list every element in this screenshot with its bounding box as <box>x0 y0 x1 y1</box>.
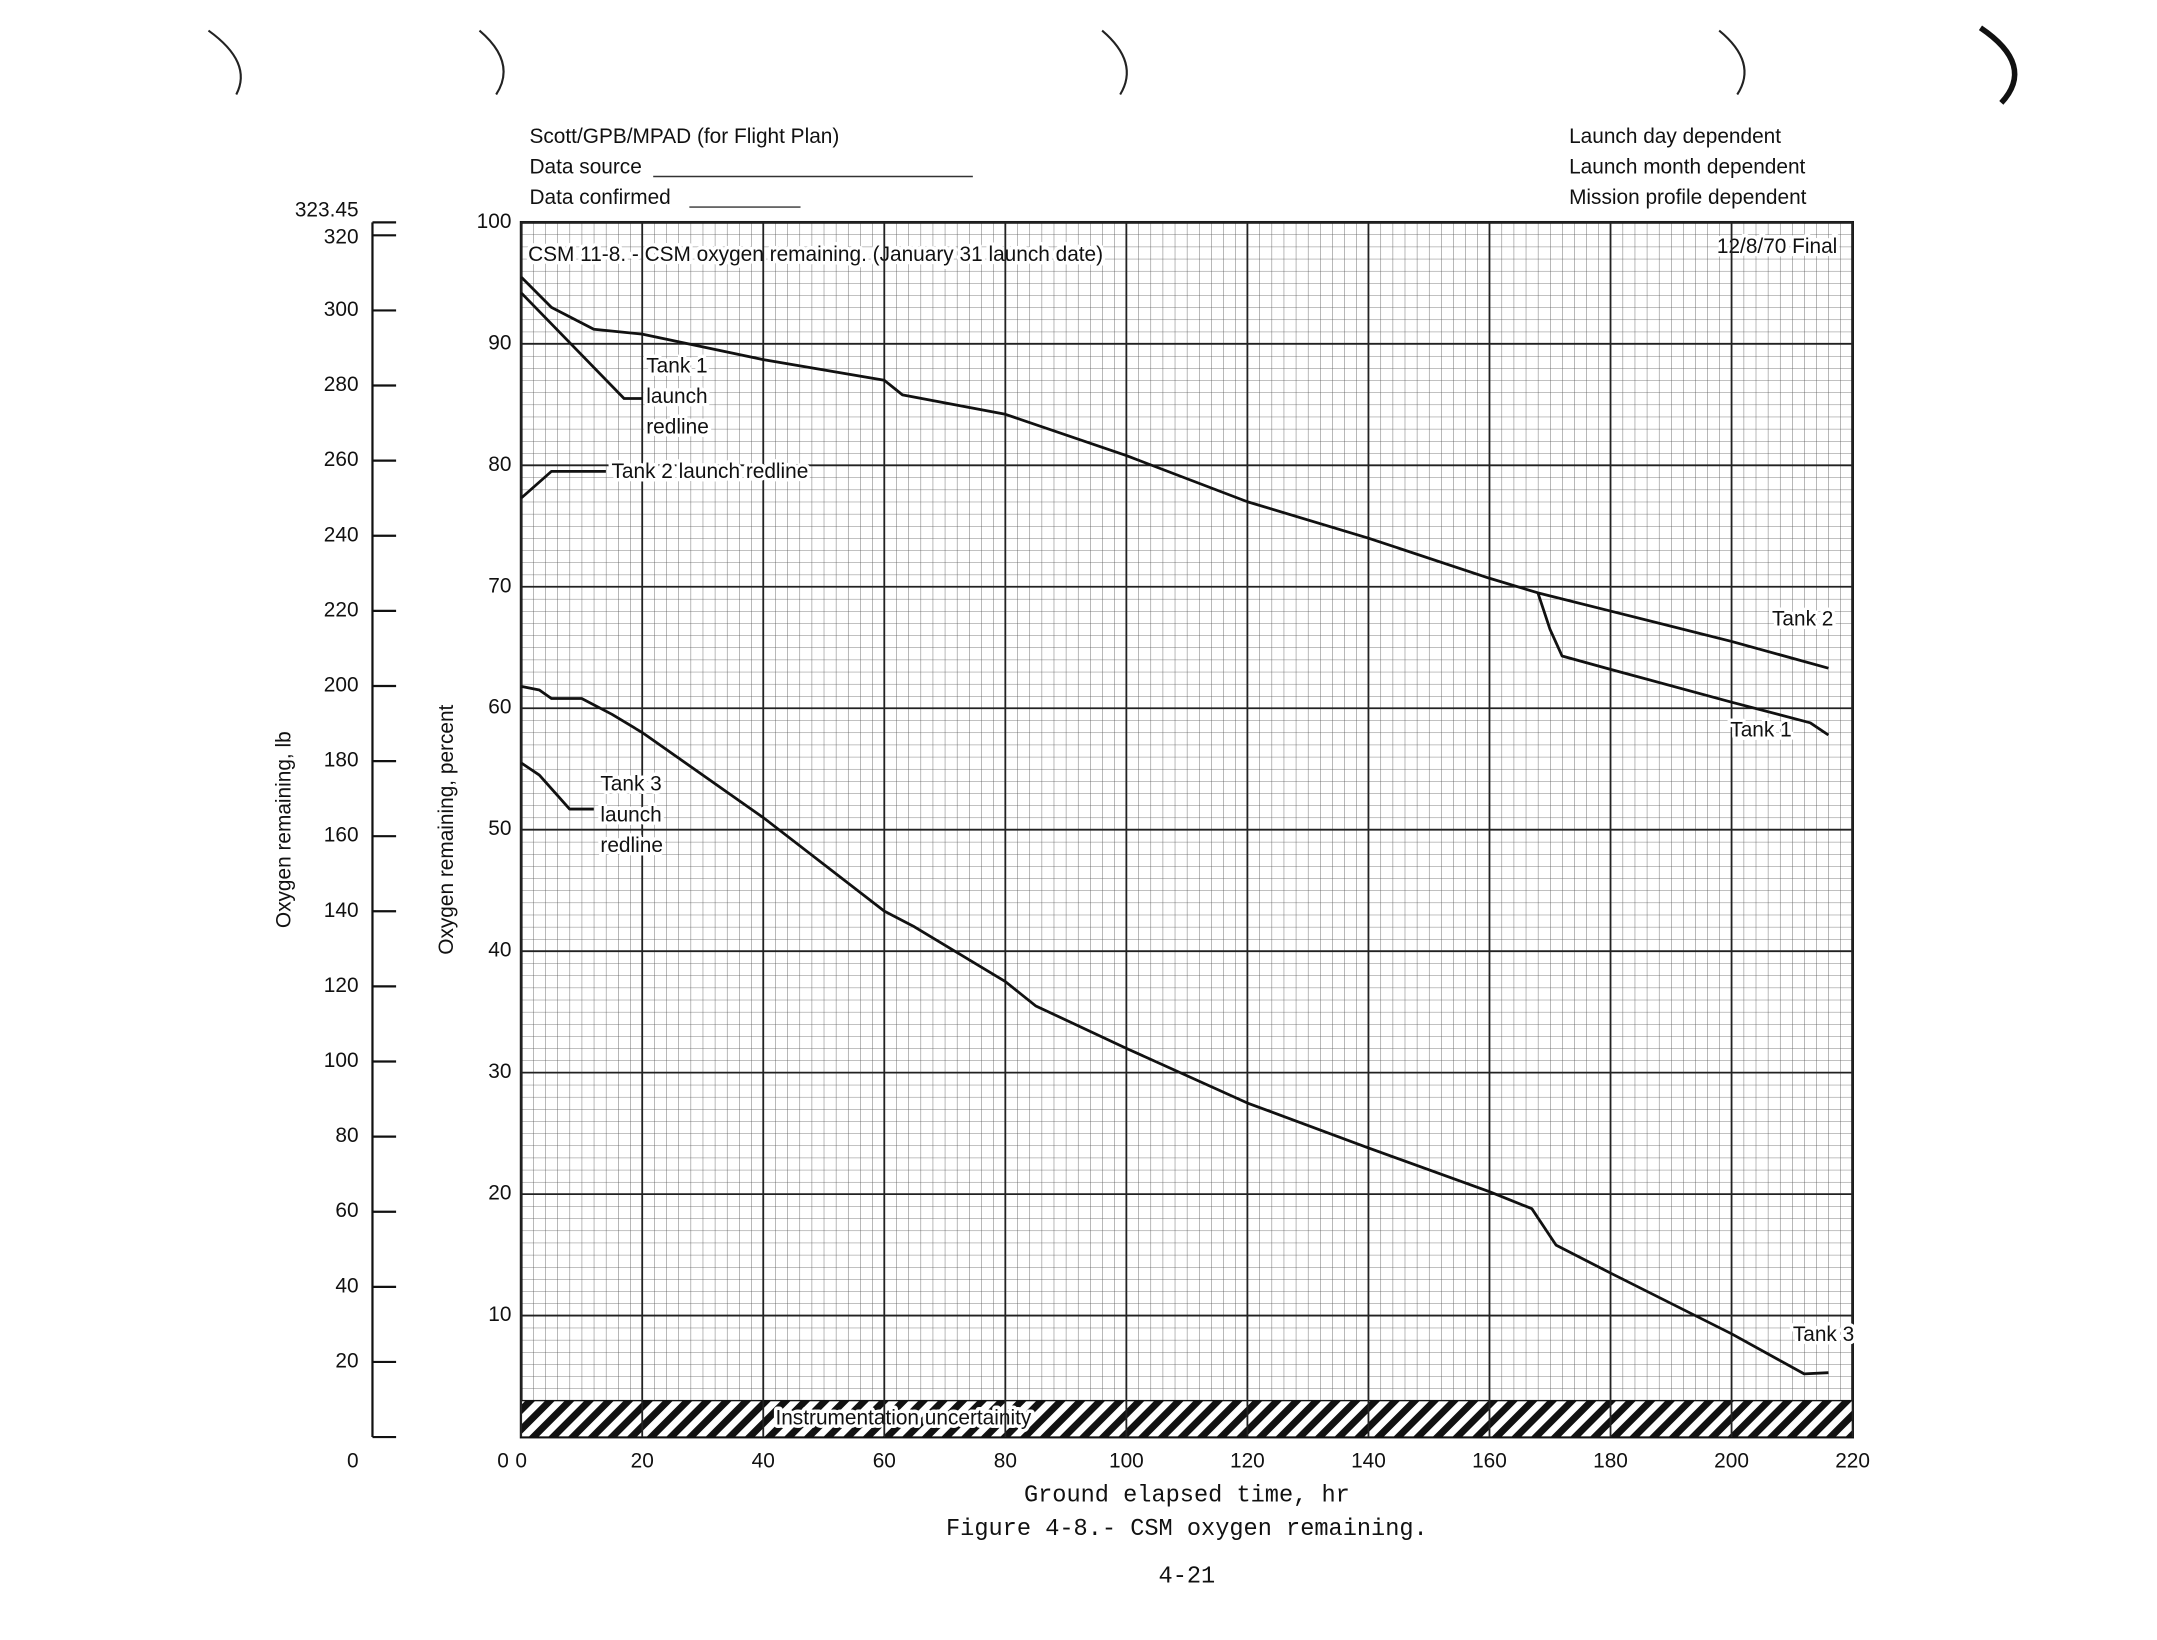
y2-tick-label: 60 <box>335 1199 358 1222</box>
x-tick-label: 120 <box>1230 1450 1265 1473</box>
x-tick-label: 200 <box>1714 1450 1749 1473</box>
series-line <box>520 761 594 811</box>
y-tick-label: 30 <box>488 1060 511 1083</box>
x-axis-label: Ground elapsed time, hr <box>1024 1483 1350 1510</box>
y-tick-label: 90 <box>488 331 511 354</box>
y-tick-label: 100 <box>477 210 512 233</box>
x-tick-label: 40 <box>752 1450 775 1473</box>
y-tick-label: 10 <box>488 1303 511 1326</box>
y2-tick-label: 20 <box>335 1349 358 1372</box>
header-left: Data confirmed <box>530 186 671 209</box>
document: CSM 11-8. - CSM oxygen remaining. (Janua… <box>207 25 2018 1590</box>
y2-tick-label: 320 <box>324 226 359 249</box>
series-line <box>520 276 1829 670</box>
redline-label: redline <box>600 834 663 857</box>
y2-tick-label: 323.45 <box>295 199 359 222</box>
y-origin-label: 0 <box>497 1450 509 1473</box>
y2-tick-label: 300 <box>324 298 359 321</box>
series-line <box>520 469 606 500</box>
y2-tick-label: 200 <box>324 673 359 696</box>
header-left: Data source <box>530 156 642 179</box>
series-line <box>520 291 643 400</box>
header-left: Scott/GPB/MPAD (for Flight Plan) <box>530 125 840 148</box>
punch-mark <box>1101 29 1128 96</box>
y2-tick-label: 100 <box>324 1049 359 1072</box>
x-tick-label: 100 <box>1109 1450 1144 1473</box>
y-tick-label: 50 <box>488 817 511 840</box>
y2-tick-label: 280 <box>324 373 359 396</box>
y-axis-label: Oxygen remaining, percent <box>435 704 458 954</box>
series-label: Tank 3 <box>1793 1323 1854 1346</box>
punch-mark <box>1978 25 2018 105</box>
punch-mark <box>1718 29 1746 96</box>
x-tick-label: 160 <box>1472 1450 1507 1473</box>
y-tick-label: 80 <box>488 453 511 476</box>
page-number: 4-21 <box>1159 1563 1216 1590</box>
header-right: Launch month dependent <box>1569 156 1805 179</box>
y2-tick-label: 80 <box>335 1124 358 1147</box>
y-tick-label: 70 <box>488 574 511 597</box>
punch-mark <box>478 29 505 96</box>
chart-title: CSM 11-8. - CSM oxygen remaining. (Janua… <box>528 243 1103 266</box>
x-tick-label: 80 <box>994 1450 1017 1473</box>
y2-tick-label: 40 <box>335 1274 358 1297</box>
redline-label: launch <box>646 385 707 408</box>
redline-label: Tank 3 <box>600 773 661 796</box>
y2-tick-label: 120 <box>324 974 359 997</box>
x-tick-label: 20 <box>631 1450 654 1473</box>
header-right: Launch day dependent <box>1569 125 1781 148</box>
y2-tick-label: 140 <box>324 899 359 922</box>
punch-mark <box>207 29 242 95</box>
x-tick-label: 140 <box>1351 1450 1386 1473</box>
date-note: 12/8/70 Final <box>1717 235 1837 258</box>
y-tick-label: 40 <box>488 939 511 962</box>
caption: Figure 4-8.- CSM oxygen remaining. <box>946 1516 1428 1543</box>
series-line <box>1536 592 1830 737</box>
x-tick-label: 0 <box>515 1450 527 1473</box>
y2-tick-label: 220 <box>324 598 359 621</box>
redline-label: redline <box>646 416 709 439</box>
y2-tick-label: 0 <box>347 1450 359 1473</box>
uncertainty-band <box>520 1399 1854 1438</box>
x-tick-label: 180 <box>1593 1450 1628 1473</box>
redline-label: launch <box>600 803 661 826</box>
x-tick-label: 60 <box>873 1450 896 1473</box>
y2-tick-label: 240 <box>324 523 359 546</box>
y2-tick-label: 180 <box>324 749 359 772</box>
y2-tick-label: 260 <box>324 448 359 471</box>
series-label: Tank 2 <box>1772 607 1833 630</box>
x-tick-label: 220 <box>1835 1450 1870 1473</box>
y-tick-label: 20 <box>488 1182 511 1205</box>
y2-tick-label: 160 <box>324 824 359 847</box>
redline-label: Tank 2 launch redline <box>612 460 809 483</box>
y2-axis-label: Oxygen remaining, lb <box>272 731 295 928</box>
band-label: Instrumentation uncertainity <box>775 1406 1031 1429</box>
y-tick-label: 60 <box>488 696 511 719</box>
series-label: Tank 1 <box>1730 719 1791 742</box>
header-right: Mission profile dependent <box>1569 186 1807 209</box>
series-line <box>520 685 1829 1376</box>
redline-label: Tank 1 <box>646 354 707 377</box>
